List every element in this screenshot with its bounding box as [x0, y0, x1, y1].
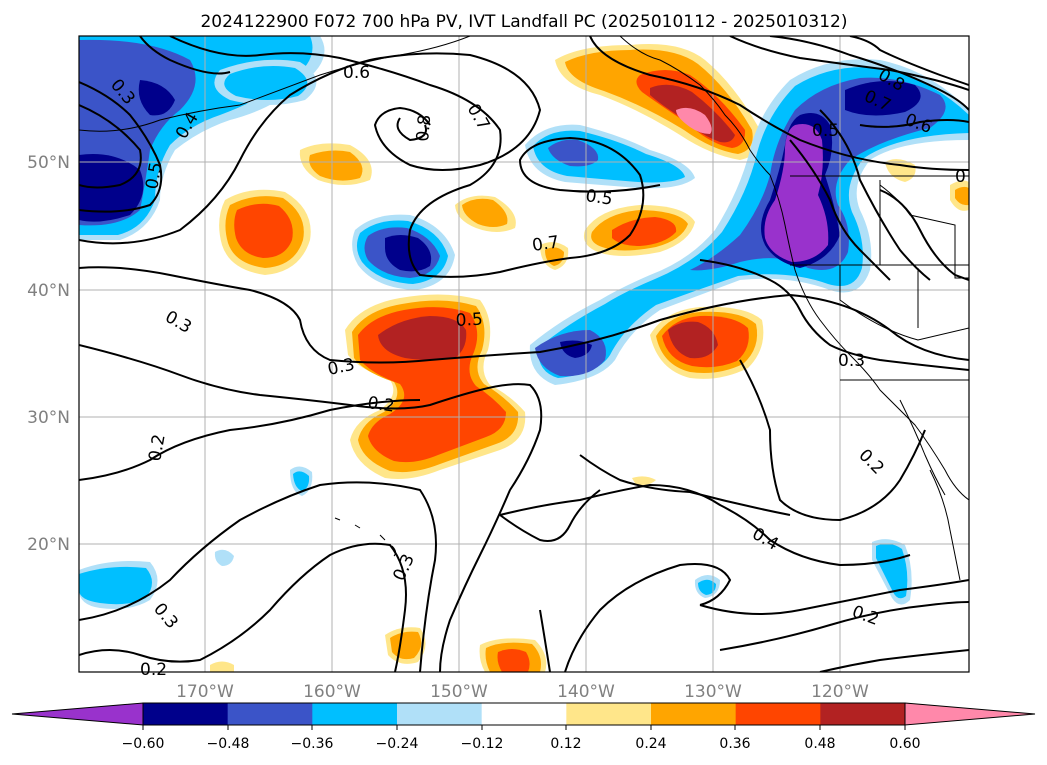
contour-label: 0.5	[584, 186, 614, 210]
colorbar-cell	[651, 703, 737, 725]
contour-label: 0.8	[413, 114, 435, 143]
contour-label: 0.5	[142, 161, 166, 191]
colorbar-tick-label: −0.48	[207, 736, 250, 752]
colorbar-cell	[820, 703, 906, 725]
colorbar-cell	[566, 703, 652, 725]
colorbar-tick-label: 0.12	[550, 736, 581, 752]
contour-label: 0.6	[343, 63, 370, 83]
shading-orange	[390, 631, 422, 660]
shading-orange	[462, 198, 508, 227]
shading-light-blue	[214, 549, 234, 566]
shading-yellow	[632, 476, 656, 486]
shading-navy	[385, 235, 432, 272]
canada-coast	[619, 36, 771, 176]
lon-tick-label: 150°W	[430, 682, 488, 702]
shading-navy	[845, 81, 921, 116]
colorbar-tick-label: 0.48	[804, 736, 835, 752]
us-west-coast	[769, 174, 969, 501]
pc-shading	[79, 36, 969, 672]
lon-tick-label: 140°W	[557, 682, 615, 702]
shading-orange	[955, 186, 969, 206]
lat-tick-label: 30°N	[27, 408, 70, 428]
colorbar-tick-label: −0.24	[376, 736, 419, 752]
shading-yellow	[210, 661, 234, 672]
shading-pink	[676, 107, 712, 134]
colorbar-tick-label: 0.60	[889, 736, 920, 752]
lat-tick-label: 50°N	[27, 153, 70, 173]
colorbar-tick-label: −0.36	[291, 736, 334, 752]
mexico-coast	[929, 469, 961, 581]
shading-firebrick	[378, 316, 467, 360]
colorbar-tick-labels: −0.60 −0.48 −0.36 −0.24 −0.12 0.12 0.24 …	[122, 736, 921, 752]
contour-label: 0.2	[145, 433, 169, 463]
shading-red-orange	[497, 649, 530, 672]
contour-label: 0.2	[366, 393, 396, 417]
colorbar-cell	[397, 703, 483, 725]
lat-tick-label: 40°N	[27, 281, 70, 301]
map-panel: 0.3 0.4 0.5 0.6 0.8 0.7 0.5 0.7 0.5 0.3 …	[78, 35, 970, 680]
shading-orange	[309, 150, 363, 181]
colorbar-tick-label: 0.36	[719, 736, 750, 752]
colorbar-outline	[142, 702, 906, 726]
lon-axis: 170°W 160°W 150°W 140°W 130°W 120°W	[176, 682, 869, 702]
shading-cyan	[79, 566, 152, 605]
lon-tick-label: 160°W	[303, 682, 361, 702]
colorbar-tick-label: −0.60	[122, 736, 165, 752]
colorbar-cell	[143, 703, 229, 725]
shading-navy	[560, 340, 592, 358]
colorbar-cell	[227, 703, 313, 725]
shading-cyan	[293, 471, 310, 491]
contour-label: 0.7	[531, 232, 561, 256]
shading-red-orange	[612, 217, 677, 246]
shading-firebrick	[668, 321, 718, 359]
contour-label: 0	[955, 167, 966, 187]
colorbar-ticks	[142, 725, 906, 730]
shading-purple	[764, 124, 829, 262]
contour-label: 0.2	[140, 660, 167, 680]
colorbar-extend-min	[11, 702, 144, 726]
lon-tick-label: 120°W	[811, 682, 869, 702]
shading-cyan	[698, 579, 716, 595]
colorbar: −0.60 −0.48 −0.36 −0.24 −0.12 0.12 0.24 …	[11, 702, 1036, 752]
chart-title: 2024122900 F072 700 hPa PV, IVT Landfall…	[200, 12, 847, 32]
pv-contours	[79, 36, 969, 672]
baja-coast	[899, 399, 946, 496]
contour-label: 0.5	[455, 310, 483, 331]
colorbar-tick-label: 0.24	[635, 736, 666, 752]
colorbar-extend-max	[904, 702, 1036, 726]
colorbar-cell	[735, 703, 821, 725]
colorbar-tick-label: −0.12	[461, 736, 504, 752]
lat-axis: 50°N 40°N 30°N 20°N	[27, 153, 70, 555]
us-state-line	[839, 265, 969, 341]
lon-tick-label: 170°W	[176, 682, 234, 702]
shading-navy	[138, 80, 175, 116]
lat-tick-label: 20°N	[27, 535, 70, 555]
lon-tick-label: 130°W	[684, 682, 742, 702]
gridlines	[79, 36, 969, 672]
contour-label: 0.5	[812, 121, 839, 141]
shading-navy	[79, 154, 144, 222]
contour-label: 0.3	[838, 351, 865, 371]
colorbar-cell	[312, 703, 398, 725]
map-frame	[78, 35, 970, 673]
shading-cyan	[224, 66, 308, 100]
hawaii-islands	[334, 517, 397, 557]
colorbar-cell	[481, 703, 567, 725]
shading-red-orange	[234, 203, 293, 258]
